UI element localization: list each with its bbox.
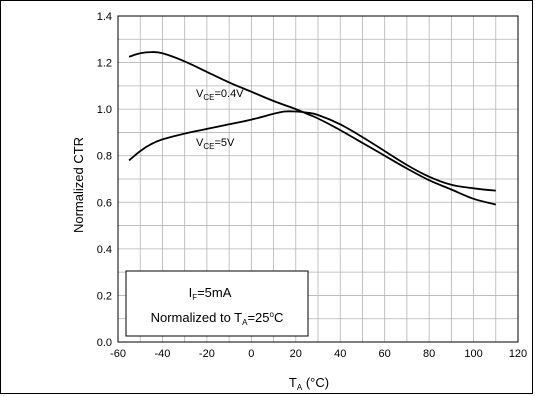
condition-line-1: IF=5mA (189, 285, 232, 302)
series-label-vce-5v: VCE=5V (196, 137, 235, 151)
x-tick-label: -20 (199, 348, 215, 360)
x-tick-labels: -60 -40 -20 0 20 40 60 80 100 120 (110, 348, 527, 360)
y-tick-labels: 0.0 0.2 0.4 0.6 0.8 1.0 1.2 1.4 (97, 11, 112, 349)
y-tick-label: 0.6 (97, 197, 112, 209)
x-tick-label: 60 (379, 348, 391, 360)
y-tick-label: 0.0 (97, 337, 112, 349)
x-tick-label: 40 (334, 348, 346, 360)
x-tick-label: -40 (154, 348, 170, 360)
x-tick-label: 80 (423, 348, 435, 360)
x-tick-label: -60 (110, 348, 126, 360)
x-tick-label: 100 (464, 348, 482, 360)
x-axis-label-main: T (289, 375, 297, 390)
series-label-vce-0-4v: VCE=0.4V (196, 88, 244, 102)
x-tick-label: 0 (248, 348, 254, 360)
x-axis-label-sub: A (297, 383, 303, 392)
series-lines (128, 51, 497, 206)
series-line-1 (128, 110, 496, 192)
y-tick-label: 0.2 (97, 290, 112, 302)
x-tick-label: 20 (290, 348, 302, 360)
plot-border (117, 15, 519, 343)
y-tick-label: 1.2 (97, 58, 112, 70)
y-tick-label: 1.4 (97, 11, 112, 23)
y-axis-label: Normalized CTR (71, 137, 86, 233)
condition-box: IF=5mA Normalized to TA=25oC (125, 270, 309, 337)
y-tick-label: 0.4 (97, 244, 112, 256)
x-axis-label: TA (°C) (289, 375, 329, 392)
x-tick-label: 120 (509, 348, 527, 360)
y-tick-label: 0.8 (97, 151, 112, 163)
x-axis-label-tail: (°C) (302, 375, 329, 390)
y-tick-label: 1.0 (97, 104, 112, 116)
condition-line-2: Normalized to TA=25oC (151, 310, 284, 327)
